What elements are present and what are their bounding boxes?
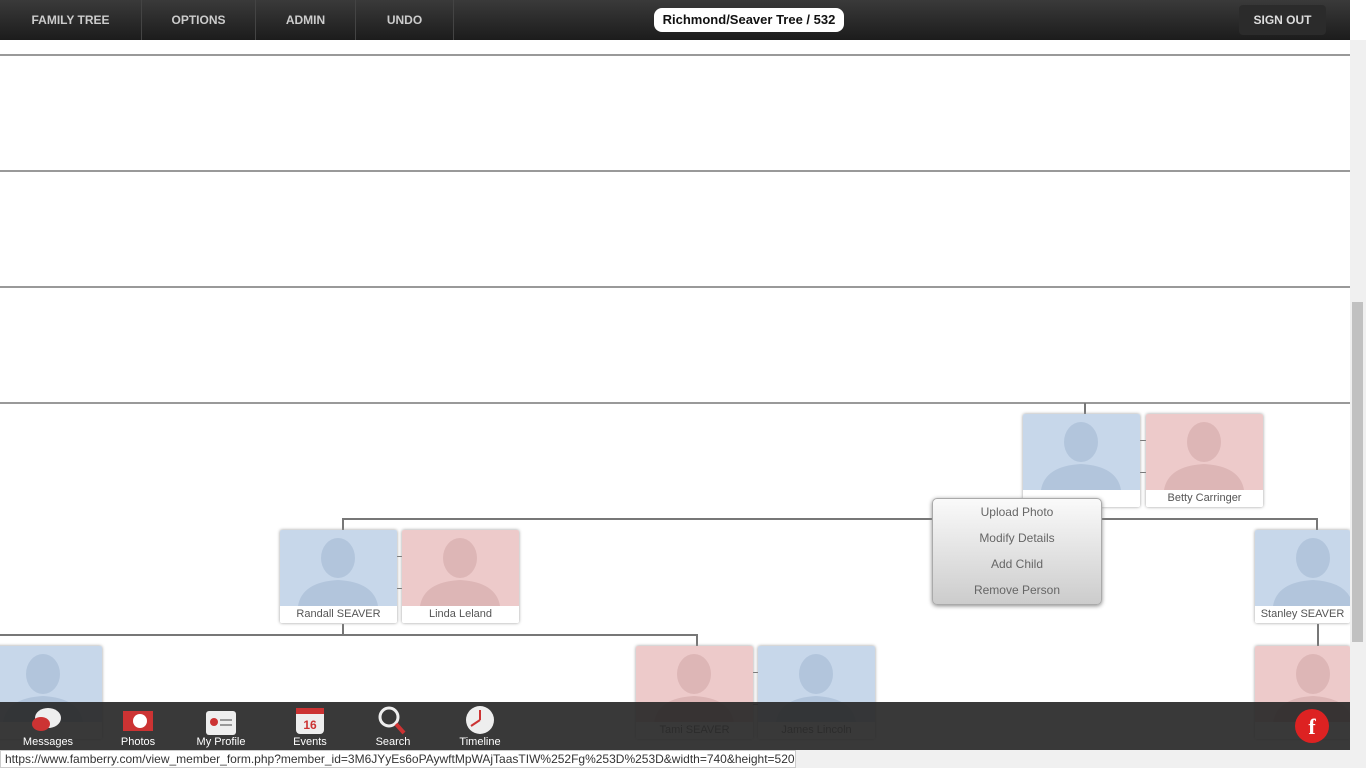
icon xyxy=(206,711,236,735)
connector xyxy=(696,634,698,646)
status-url: https://www.famberry.com/view_member_for… xyxy=(0,750,796,768)
silhouette xyxy=(1146,414,1263,490)
person-name: Linda Leland xyxy=(402,606,519,623)
toolbar-label: Search xyxy=(375,736,411,748)
events-day: 16 xyxy=(303,718,317,732)
connector xyxy=(0,634,698,636)
generation-line xyxy=(0,54,1350,56)
menu-item[interactable]: Upload Photo xyxy=(980,505,1054,519)
nav-item[interactable]: ADMIN xyxy=(256,0,356,40)
nav-bar: FAMILY TREE OPTIONS ADMIN UNDO Richmond/… xyxy=(0,0,1350,40)
silhouette xyxy=(402,530,519,606)
toolbar: Messages Photos My Profile 16 Events Sea… xyxy=(0,702,1350,750)
connector xyxy=(1317,624,1319,646)
toolbar-item[interactable]: Timeline xyxy=(445,702,515,750)
toolbar-item[interactable]: My Profile xyxy=(186,702,256,750)
connector xyxy=(342,518,344,530)
svg-text:f: f xyxy=(1308,714,1316,739)
nav-item[interactable]: FAMILY TREE xyxy=(0,0,142,40)
scroll-thumb[interactable] xyxy=(1352,302,1363,642)
connector xyxy=(1140,440,1146,441)
silhouette xyxy=(1023,414,1140,490)
connector xyxy=(1316,518,1318,530)
toolbar-label: My Profile xyxy=(196,736,246,748)
connector xyxy=(753,672,758,673)
person-name: Betty Carringer xyxy=(1146,490,1263,507)
menu-item[interactable]: Remove Person xyxy=(973,583,1061,597)
person-card[interactable]: Linda Leland xyxy=(402,530,519,623)
person-name: Randall SEAVER xyxy=(280,606,397,623)
nav-item[interactable]: UNDO xyxy=(356,0,454,40)
icon xyxy=(378,706,406,735)
connector xyxy=(397,556,402,557)
toolbar-item[interactable]: 16 Events xyxy=(275,702,345,750)
icon xyxy=(466,706,494,734)
silhouette xyxy=(280,530,397,606)
generation-line xyxy=(0,170,1350,172)
connector xyxy=(343,518,1318,520)
sign-out[interactable]: SIGN OUT xyxy=(1239,5,1326,35)
toolbar-label: Photos xyxy=(120,736,156,748)
icon: 16 xyxy=(296,708,324,734)
connector xyxy=(1140,472,1146,473)
icon xyxy=(123,711,153,731)
toolbar-item[interactable]: Messages xyxy=(13,702,83,750)
toolbar-item[interactable]: Search xyxy=(358,702,428,750)
toolbar-label: Timeline xyxy=(459,736,501,748)
person-card[interactable]: Betty Carringer xyxy=(1146,414,1263,507)
toolbar-label: Events xyxy=(293,736,327,748)
connector xyxy=(397,588,402,589)
generation-line xyxy=(0,402,1350,404)
scrollbar[interactable] xyxy=(1350,40,1366,750)
person-card[interactable]: Randall SEAVER xyxy=(280,530,397,623)
person-card[interactable]: Stanley SEAVER xyxy=(1255,530,1350,623)
silhouette xyxy=(1255,530,1350,606)
app-logo[interactable]: f xyxy=(1294,708,1330,744)
menu-item[interactable]: Modify Details xyxy=(979,531,1055,545)
connector xyxy=(1084,403,1086,414)
tree-title: Richmond/Seaver Tree / 532 xyxy=(654,8,844,32)
status-bar: https://www.famberry.com/view_member_for… xyxy=(0,750,1366,768)
generation-line xyxy=(0,286,1350,288)
toolbar-item[interactable]: Photos xyxy=(103,702,173,750)
person-card[interactable] xyxy=(1023,414,1140,507)
menu-item[interactable]: Add Child xyxy=(990,557,1044,571)
toolbar-label: Messages xyxy=(22,736,74,748)
context-menu: Upload Photo Modify Details Add Child Re… xyxy=(932,498,1102,605)
person-name: Stanley SEAVER xyxy=(1255,606,1350,623)
nav-item[interactable]: OPTIONS xyxy=(142,0,256,40)
connector xyxy=(342,624,344,634)
icon xyxy=(32,708,61,731)
